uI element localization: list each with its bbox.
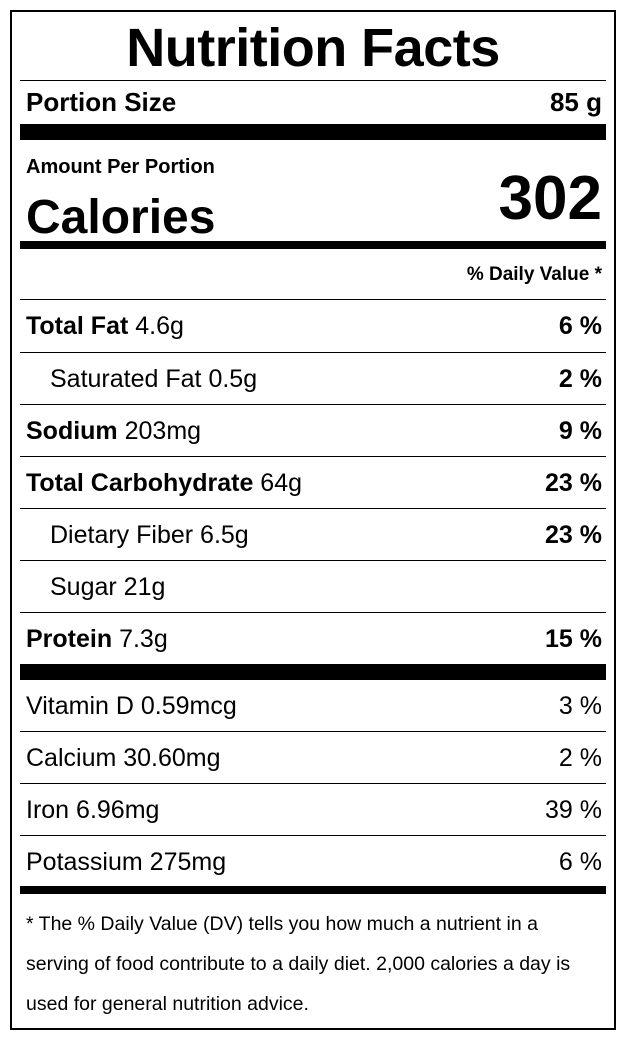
nutrient-amount: 30.60mg [123, 744, 221, 772]
nutrient-amount: 275mg [149, 848, 227, 876]
nutrient-row-total-fat: Total Fat 4.6g 6 % [20, 300, 606, 352]
divider-thin [20, 783, 606, 784]
vitamin-row-calcium: Calcium 30.60mg 2 % [20, 732, 606, 784]
nutrient-daily-value: 23 % [545, 521, 602, 549]
divider-thin [20, 731, 606, 732]
nutrient-label: Iron 6.96mg [26, 784, 159, 836]
divider-medium [20, 241, 606, 249]
nutrient-name: Dietary Fiber [50, 521, 194, 549]
calories-value: 302 [498, 164, 602, 233]
nutrient-row-sugar: Sugar 21g [20, 561, 606, 613]
nutrient-amount: 6.96mg [76, 796, 160, 824]
daily-value-header: % Daily Value * [466, 264, 602, 285]
nutrient-row-total-carbohydrate: Total Carbohydrate 64g 23 % [20, 457, 606, 509]
divider-thin [20, 299, 606, 300]
divider-thin [20, 612, 606, 613]
divider-thick [20, 124, 606, 140]
nutrient-name: Saturated Fat [50, 365, 202, 393]
divider-thin [20, 508, 606, 509]
divider-thick [20, 664, 606, 680]
divider-thin [20, 456, 606, 457]
nutrient-row-protein: Protein 7.3g 15 % [20, 613, 606, 665]
nutrient-amount: 0.59mcg [140, 692, 237, 720]
divider-medium [20, 886, 606, 894]
nutrient-label: Total Carbohydrate 64g [26, 457, 302, 509]
footnote: * The % Daily Value (DV) tells you how m… [26, 913, 571, 1015]
nutrient-amount: 21g [123, 573, 166, 601]
nutrient-name: Potassium [26, 848, 143, 876]
divider-thin [20, 80, 606, 81]
nutrient-label: Saturated Fat 0.5g [50, 353, 257, 405]
nutrient-name: Iron [26, 796, 70, 824]
label-title: Nutrition Facts [126, 18, 500, 78]
portion-size-row: Portion Size 85 g [20, 82, 606, 122]
nutrient-daily-value: 2 % [558, 744, 602, 772]
nutrient-name: Sodium [26, 417, 118, 445]
nutrient-name: Vitamin D [26, 692, 134, 720]
nutrient-name: Protein [26, 625, 113, 653]
nutrient-amount: 64g [260, 469, 303, 497]
portion-size-value: 85 g [549, 87, 602, 117]
nutrient-label: Sodium 203mg [26, 405, 201, 457]
nutrient-amount: 7.3g [119, 625, 168, 653]
nutrient-name: Sugar [50, 573, 117, 601]
nutrient-label: Total Fat 4.6g [26, 300, 184, 352]
vitamin-row-vitamin-d: Vitamin D 0.59mcg 3 % [20, 680, 606, 732]
nutrient-amount: 6.5g [200, 521, 249, 549]
nutrient-daily-value: 6 % [558, 312, 602, 340]
nutrient-label: Protein 7.3g [26, 613, 168, 665]
nutrient-row-sodium: Sodium 203mg 9 % [20, 405, 606, 457]
nutrient-daily-value: 15 % [545, 625, 602, 653]
divider-thin [20, 352, 606, 353]
nutrient-row-saturated-fat: Saturated Fat 0.5g 2 % [20, 353, 606, 405]
nutrient-daily-value: 9 % [558, 417, 602, 445]
nutrition-facts-label: Nutrition Facts Portion Size 85 g Amount… [10, 10, 616, 1030]
amount-per-portion-label: Amount Per Portion [26, 156, 215, 178]
nutrient-daily-value: 39 % [545, 796, 602, 824]
nutrient-label: Potassium 275mg [26, 836, 226, 888]
calories-label: Calories [26, 191, 216, 244]
nutrient-name: Total Carbohydrate [26, 469, 254, 497]
nutrient-daily-value: 23 % [545, 469, 602, 497]
nutrient-row-dietary-fiber: Dietary Fiber 6.5g 23 % [20, 509, 606, 561]
nutrient-label: Vitamin D 0.59mcg [26, 680, 237, 732]
nutrient-daily-value: 6 % [558, 848, 602, 876]
nutrient-name: Total Fat [26, 312, 129, 340]
nutrient-name: Calcium [26, 744, 117, 772]
nutrient-label: Calcium 30.60mg [26, 732, 221, 784]
nutrient-label: Sugar 21g [50, 561, 165, 613]
vitamin-row-potassium: Potassium 275mg 6 % [20, 836, 606, 888]
portion-size-label: Portion Size [26, 87, 177, 117]
nutrient-amount: 4.6g [135, 312, 184, 340]
divider-thin [20, 560, 606, 561]
nutrient-label: Dietary Fiber 6.5g [50, 509, 249, 561]
vitamin-row-iron: Iron 6.96mg 39 % [20, 784, 606, 836]
label-content: Nutrition Facts Portion Size 85 g Amount… [20, 12, 606, 1028]
nutrient-amount: 0.5g [208, 365, 258, 393]
nutrient-amount: 203mg [124, 417, 202, 445]
nutrient-daily-value: 2 % [558, 365, 602, 393]
divider-thin [20, 404, 606, 405]
nutrient-daily-value: 3 % [558, 692, 602, 720]
divider-thin [20, 835, 606, 836]
